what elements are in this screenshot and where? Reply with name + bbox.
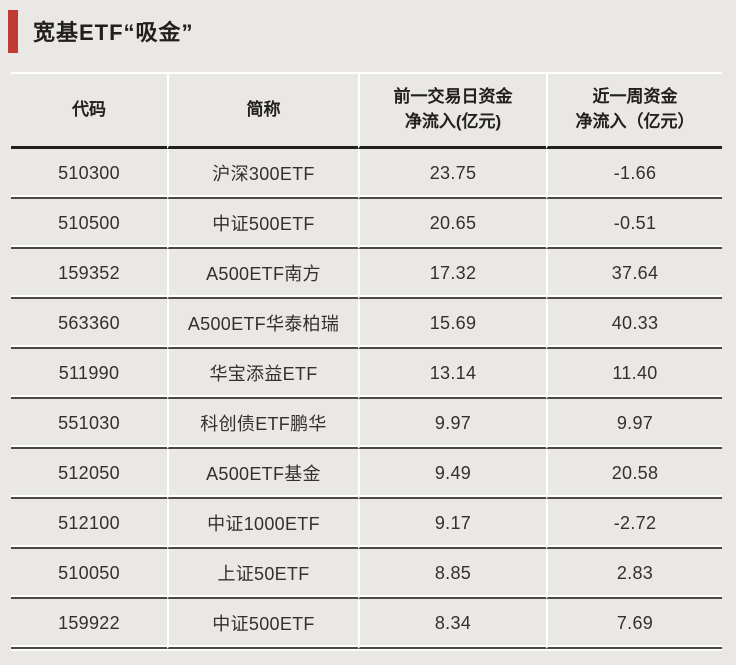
table-row: 159922 中证500ETF 8.34 7.69 <box>11 599 722 649</box>
name-cell: 科创债ETF鹏华 <box>167 399 358 449</box>
code-cell: 510300 <box>11 149 167 199</box>
table-row: 563360 A500ETF华泰柏瑞 15.69 40.33 <box>11 299 722 349</box>
header-row: 代码 简称 前一交易日资金 净流入(亿元) 近一周资金 净流入（亿元） <box>11 72 722 149</box>
page-title: 宽基ETF“吸金” <box>33 20 194 45</box>
code-cell: 512100 <box>11 499 167 549</box>
week-inflow-cell: 20.58 <box>546 449 722 499</box>
week-inflow-cell: 9.97 <box>546 399 722 449</box>
table-row: 159352 A500ETF南方 17.32 37.64 <box>11 249 722 299</box>
week-inflow-cell: 2.83 <box>546 549 722 599</box>
prev-day-inflow-cell: 23.75 <box>358 149 546 199</box>
week-inflow-cell: 40.33 <box>546 299 722 349</box>
prev-day-inflow-cell: 15.69 <box>358 299 546 349</box>
table-row: 510500 中证500ETF 20.65 -0.51 <box>11 199 722 249</box>
code-cell: 510500 <box>11 199 167 249</box>
column-header-week-inflow: 近一周资金 净流入（亿元） <box>546 72 722 149</box>
etf-flow-table: 代码 简称 前一交易日资金 净流入(亿元) 近一周资金 净流入（亿元） 5103… <box>11 72 722 649</box>
title-accent-bar <box>8 9 18 53</box>
week-inflow-cell: -1.66 <box>546 149 722 199</box>
code-cell: 511990 <box>11 349 167 399</box>
table-row: 551030 科创债ETF鹏华 9.97 9.97 <box>11 399 722 449</box>
code-cell: 512050 <box>11 449 167 499</box>
title-section: 宽基ETF“吸金” <box>0 0 736 62</box>
name-cell: 沪深300ETF <box>167 149 358 199</box>
prev-day-inflow-cell: 20.65 <box>358 199 546 249</box>
name-cell: 华宝添益ETF <box>167 349 358 399</box>
name-cell: 中证1000ETF <box>167 499 358 549</box>
table-row: 511990 华宝添益ETF 13.14 11.40 <box>11 349 722 399</box>
code-cell: 551030 <box>11 399 167 449</box>
code-cell: 159352 <box>11 249 167 299</box>
table-row: 510300 沪深300ETF 23.75 -1.66 <box>11 149 722 199</box>
name-cell: 上证50ETF <box>167 549 358 599</box>
table-row: 510050 上证50ETF 8.85 2.83 <box>11 549 722 599</box>
prev-day-inflow-cell: 9.17 <box>358 499 546 549</box>
prev-day-inflow-cell: 9.49 <box>358 449 546 499</box>
week-inflow-cell: 37.64 <box>546 249 722 299</box>
week-inflow-cell: 7.69 <box>546 599 722 649</box>
prev-day-inflow-cell: 8.85 <box>358 549 546 599</box>
name-cell: 中证500ETF <box>167 599 358 649</box>
table-row: 512100 中证1000ETF 9.17 -2.72 <box>11 499 722 549</box>
code-cell: 563360 <box>11 299 167 349</box>
week-inflow-cell: -2.72 <box>546 499 722 549</box>
name-cell: 中证500ETF <box>167 199 358 249</box>
prev-day-inflow-cell: 8.34 <box>358 599 546 649</box>
table-header: 代码 简称 前一交易日资金 净流入(亿元) 近一周资金 净流入（亿元） <box>11 72 722 149</box>
name-cell: A500ETF华泰柏瑞 <box>167 299 358 349</box>
prev-day-inflow-cell: 13.14 <box>358 349 546 399</box>
week-inflow-cell: -0.51 <box>546 199 722 249</box>
week-inflow-cell: 11.40 <box>546 349 722 399</box>
name-cell: A500ETF基金 <box>167 449 358 499</box>
column-header-prev-day-inflow: 前一交易日资金 净流入(亿元) <box>358 72 546 149</box>
prev-day-inflow-cell: 17.32 <box>358 249 546 299</box>
name-cell: A500ETF南方 <box>167 249 358 299</box>
code-cell: 510050 <box>11 549 167 599</box>
code-cell: 159922 <box>11 599 167 649</box>
table-row: 512050 A500ETF基金 9.49 20.58 <box>11 449 722 499</box>
prev-day-inflow-cell: 9.97 <box>358 399 546 449</box>
table-body: 510300 沪深300ETF 23.75 -1.66 510500 中证500… <box>11 149 722 649</box>
column-header-name: 简称 <box>167 72 358 149</box>
column-header-code: 代码 <box>11 72 167 149</box>
